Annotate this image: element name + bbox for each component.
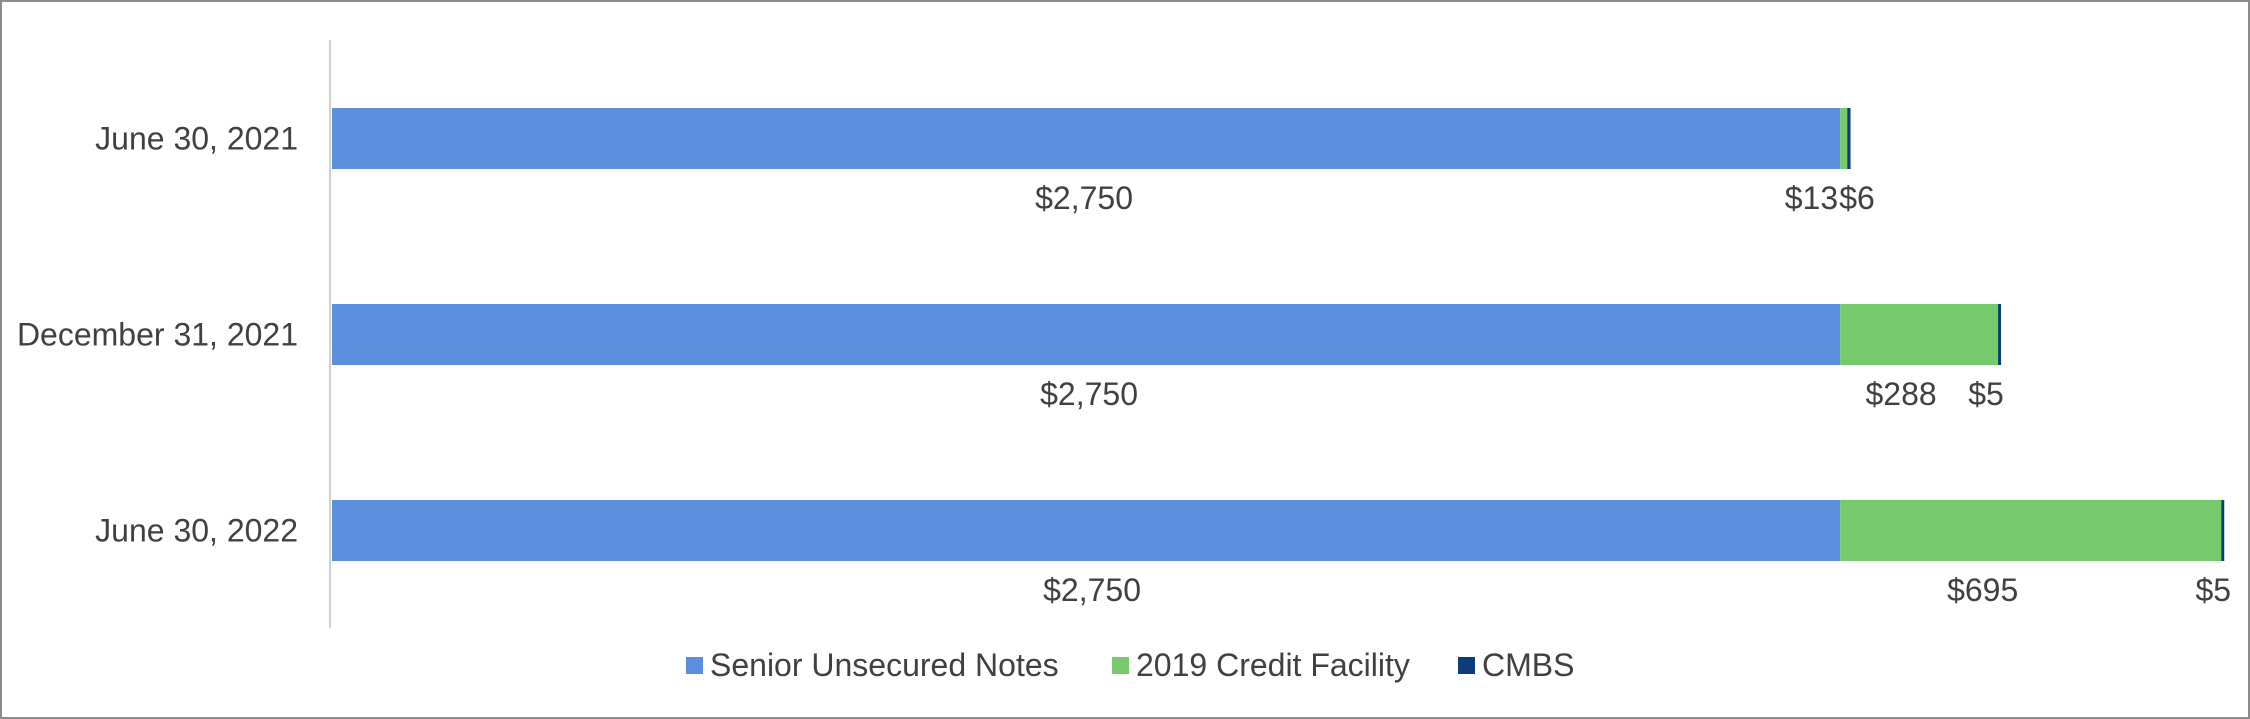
- data-label: $5: [1968, 376, 2004, 412]
- legend-swatch: [1458, 657, 1475, 674]
- legend: Senior Unsecured Notes 2019 Credit Facili…: [686, 647, 1574, 683]
- legend-label: CMBS: [1482, 647, 1574, 683]
- labels-layer: June 30, 2021 $2,750 $13 $6 December 31, 202…: [17, 121, 2231, 609]
- bar-segment: [332, 500, 1841, 561]
- data-label: $6: [1839, 180, 1875, 216]
- legend-item: CMBS: [1458, 647, 1574, 683]
- data-label: $288: [1865, 376, 1936, 412]
- legend-item: 2019 Credit Facility: [1112, 647, 1410, 683]
- bar-segment: [1847, 108, 1851, 169]
- data-label: $2,750: [1035, 180, 1133, 216]
- data-label: $5: [2195, 572, 2231, 608]
- legend-item: Senior Unsecured Notes: [686, 647, 1059, 683]
- legend-label: 2019 Credit Facility: [1136, 647, 1410, 683]
- legend-label: Senior Unsecured Notes: [710, 647, 1059, 683]
- bars-layer: [332, 108, 2225, 561]
- data-label: $695: [1947, 572, 2018, 608]
- data-label: $13: [1785, 180, 1838, 216]
- data-label: $2,750: [1040, 376, 1138, 412]
- bar-segment: [1840, 500, 2222, 561]
- bar-segment: [1840, 108, 1848, 169]
- bar-segment: [1840, 304, 1999, 365]
- bar-segment: [1998, 304, 2002, 365]
- bar-segment: [2221, 500, 2225, 561]
- data-label: $2,750: [1043, 572, 1141, 608]
- legend-swatch: [1112, 657, 1129, 674]
- bar-segment: [332, 108, 1841, 169]
- legend-swatch: [686, 657, 703, 674]
- category-label: June 30, 2021: [95, 121, 298, 157]
- category-label: December 31, 2021: [17, 317, 298, 353]
- category-label: June 30, 2022: [95, 513, 298, 549]
- bar-segment: [332, 304, 1841, 365]
